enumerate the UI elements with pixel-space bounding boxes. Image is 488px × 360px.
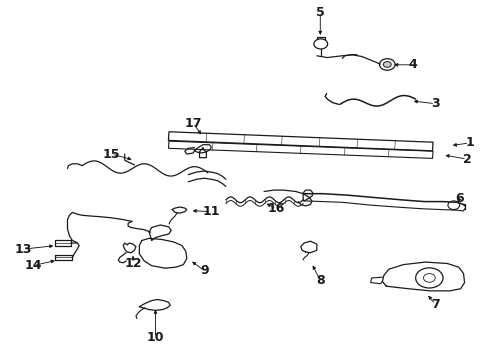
Text: 14: 14 bbox=[24, 259, 42, 272]
Text: 8: 8 bbox=[315, 274, 324, 287]
Text: 4: 4 bbox=[408, 58, 417, 71]
Text: 3: 3 bbox=[430, 97, 439, 110]
Text: 2: 2 bbox=[462, 153, 470, 166]
Text: 1: 1 bbox=[464, 136, 473, 149]
Text: 16: 16 bbox=[267, 202, 285, 215]
Text: 10: 10 bbox=[146, 331, 164, 344]
Text: 5: 5 bbox=[315, 6, 324, 19]
Text: 6: 6 bbox=[454, 192, 463, 204]
Circle shape bbox=[383, 62, 390, 67]
Text: 12: 12 bbox=[124, 257, 142, 270]
Text: 17: 17 bbox=[184, 117, 202, 130]
Text: 9: 9 bbox=[200, 264, 208, 277]
Text: 11: 11 bbox=[202, 205, 220, 218]
Text: 7: 7 bbox=[430, 298, 439, 311]
Text: 15: 15 bbox=[102, 148, 120, 161]
Text: 13: 13 bbox=[15, 243, 32, 256]
